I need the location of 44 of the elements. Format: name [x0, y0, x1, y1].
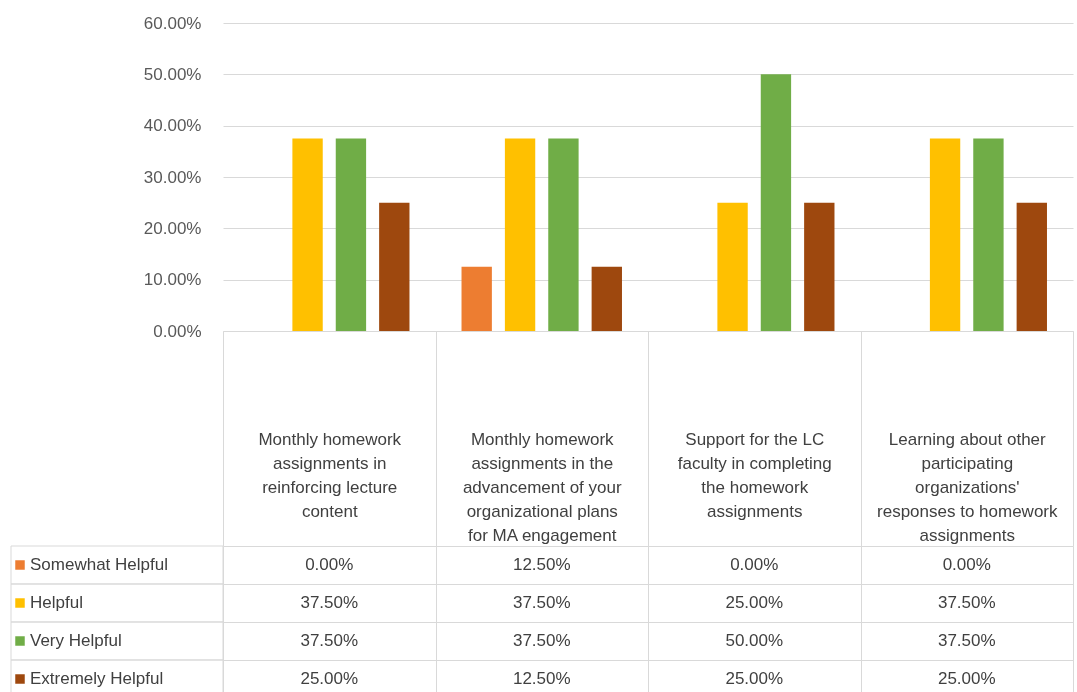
legend-label: Somewhat Helpful: [30, 555, 168, 574]
data-label: 37.50%: [300, 631, 359, 650]
bar: [379, 202, 410, 331]
data-label: 12.50%: [512, 669, 571, 688]
legend-label: Very Helpful: [30, 631, 122, 650]
bar: [335, 138, 367, 331]
y-tick-label: 20.00%: [143, 218, 202, 238]
bar: [461, 266, 492, 331]
y-tick-label: 30.00%: [143, 167, 202, 187]
data-label: 37.50%: [300, 593, 359, 612]
data-label: 12.50%: [512, 555, 571, 574]
bar: [292, 138, 323, 331]
data-label: 25.00%: [725, 593, 784, 612]
bar: [804, 202, 835, 331]
y-tick-label: 50.00%: [143, 64, 202, 84]
data-label: 0.00%: [305, 555, 354, 574]
data-label: 37.50%: [512, 631, 571, 650]
bar: [929, 138, 961, 331]
data-label: 37.50%: [512, 593, 571, 612]
y-tick-label: 10.00%: [143, 270, 202, 290]
bar: [760, 74, 792, 331]
data-label: 37.50%: [937, 631, 996, 650]
legend-label: Extremely Helpful: [30, 669, 164, 688]
data-label: 25.00%: [300, 669, 359, 688]
y-tick-label: 40.00%: [143, 116, 202, 136]
y-tick-label: 0.00%: [153, 321, 202, 341]
bar: [591, 266, 622, 331]
bar: [973, 138, 1004, 331]
data-label: 25.00%: [725, 669, 784, 688]
y-tick-label: 60.00%: [143, 13, 202, 33]
x-tick-label: Monthly homework assignments in reinforcing lecture content: [258, 429, 402, 521]
x-tick-label: Learning about other participating organizations' responses to homework assignments: [877, 429, 1058, 545]
x-tick-label: Monthly homework assignments in the advancement of your organizational plans for MA engagement: [462, 429, 622, 545]
data-label: 0.00%: [942, 555, 991, 574]
bar: [548, 138, 579, 331]
data-label: 50.00%: [725, 631, 784, 650]
data-label: 0.00%: [730, 555, 779, 574]
bar: [504, 138, 536, 331]
bar: [1016, 202, 1047, 331]
data-label: 25.00%: [937, 669, 996, 688]
legend-label: Helpful: [30, 593, 83, 612]
x-tick-label: Support for the LC faculty in completing the homework assignments: [677, 429, 832, 521]
bar: [717, 202, 748, 331]
data-label: 37.50%: [937, 593, 996, 612]
